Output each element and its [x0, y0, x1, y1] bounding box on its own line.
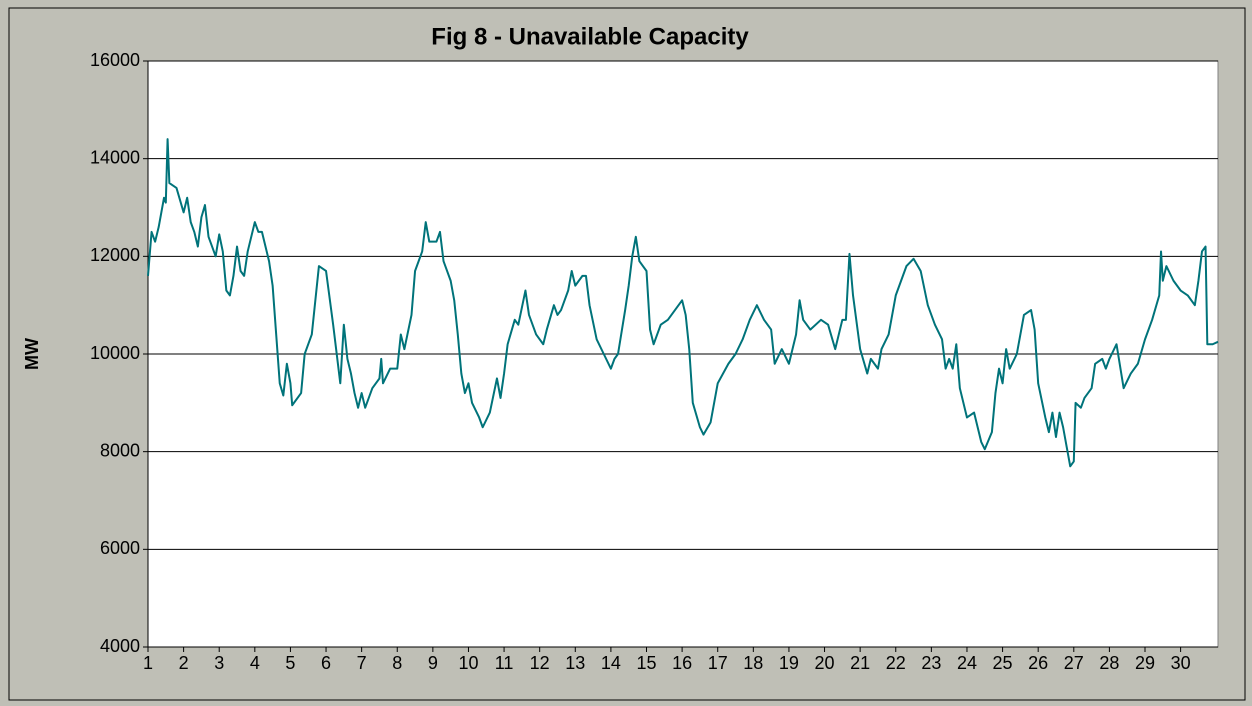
- x-tick-label: 5: [285, 653, 295, 673]
- y-tick-label: 10000: [90, 343, 140, 363]
- y-tick-label: 6000: [100, 538, 140, 558]
- x-tick-label: 20: [815, 653, 835, 673]
- x-tick-label: 8: [392, 653, 402, 673]
- y-axis-label: MW: [22, 338, 42, 370]
- x-tick-label: 4: [250, 653, 260, 673]
- x-tick-label: 27: [1064, 653, 1084, 673]
- y-tick-label: 14000: [90, 147, 140, 167]
- x-tick-label: 28: [1099, 653, 1119, 673]
- x-tick-label: 22: [886, 653, 906, 673]
- x-tick-label: 23: [921, 653, 941, 673]
- x-tick-label: 17: [708, 653, 728, 673]
- chart-title: Fig 8 - Unavailable Capacity: [431, 23, 749, 50]
- x-tick-label: 11: [495, 653, 514, 673]
- x-tick-label: 30: [1171, 653, 1191, 673]
- data-line: [147, 138, 1219, 468]
- x-tick-label: 19: [779, 653, 799, 673]
- x-tick-label: 24: [957, 653, 977, 673]
- x-tick-label: 14: [601, 653, 621, 673]
- x-tick-label: 29: [1135, 653, 1155, 673]
- y-tick-label: 16000: [90, 50, 140, 70]
- x-tick-label: 3: [214, 653, 224, 673]
- x-tick-label: 21: [850, 653, 870, 673]
- x-tick-label: 1: [143, 653, 153, 673]
- x-tick-label: 2: [179, 653, 189, 673]
- x-tick-label: 26: [1028, 653, 1048, 673]
- x-tick-label: 7: [357, 653, 367, 673]
- x-tick-label: 18: [743, 653, 763, 673]
- x-tick-label: 12: [530, 653, 550, 673]
- y-tick-label: 12000: [90, 245, 140, 265]
- y-tick-label: 8000: [100, 440, 140, 460]
- x-tick-label: 13: [565, 653, 585, 673]
- x-tick-label: 16: [672, 653, 692, 673]
- y-tick-label: 4000: [100, 636, 140, 656]
- x-tick-label: 15: [636, 653, 656, 673]
- x-tick-label: 6: [321, 653, 331, 673]
- x-tick-label: 10: [458, 653, 478, 673]
- x-tick-label: 9: [428, 653, 438, 673]
- x-tick-label: 25: [993, 653, 1013, 673]
